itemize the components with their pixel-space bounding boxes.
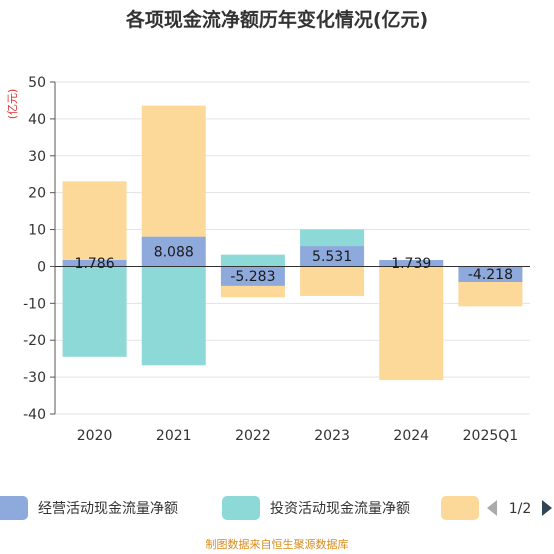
bars[interactable] [62, 105, 523, 381]
bar-series3-2022[interactable] [220, 285, 285, 298]
legend[interactable]: 经营活动现金流量净额 投资活动现金流量净额 1/2 [0, 496, 552, 520]
bar-series1-2024[interactable] [379, 260, 444, 267]
y-tick-label: -40 [23, 407, 46, 423]
bar-series1-2020[interactable] [62, 259, 127, 267]
y-tick-label: -10 [23, 296, 46, 312]
x-tick-label: 2025Q1 [463, 428, 519, 444]
data-label: -5.283 [230, 269, 275, 285]
x-tick-label: 2020 [77, 428, 113, 444]
y-tick-label: 20 [28, 186, 46, 202]
bar-series1-2025Q1[interactable] [458, 266, 523, 283]
bar-series2-2022[interactable] [220, 254, 285, 267]
y-axis-unit: (亿元) [6, 89, 19, 120]
y-tick-label: 40 [28, 112, 46, 128]
y-tick-label: 50 [28, 75, 46, 91]
legend-swatch[interactable] [0, 496, 28, 520]
bar-series2-2023[interactable] [300, 229, 365, 247]
data-label: 1.786 [75, 256, 115, 272]
axes [54, 82, 530, 414]
chart-title: 各项现金流净额历年变化情况(亿元) [125, 8, 428, 31]
bar-series1-2023[interactable] [300, 246, 365, 267]
bar-series2-2020[interactable] [62, 266, 127, 357]
y-tick-label: 0 [37, 259, 46, 275]
x-tick-label: 2021 [156, 428, 192, 444]
pager-next-icon[interactable] [542, 500, 552, 516]
bar-series3-2025Q1[interactable] [458, 282, 523, 307]
y-tick-label: -20 [23, 333, 46, 349]
x-tick-label: 2024 [393, 428, 429, 444]
data-label: -4.218 [468, 267, 513, 283]
y-tick-label: -30 [23, 370, 46, 386]
legend-page-indicator: 1/2 [509, 501, 532, 517]
bar-series3-2023[interactable] [300, 266, 365, 296]
pager-prev-icon[interactable] [487, 500, 497, 516]
bar-series3-2021[interactable] [141, 105, 206, 237]
legend-label: 投资活动现金流量净额 [270, 501, 410, 517]
bar-series1-2022[interactable] [220, 266, 285, 286]
legend-swatch[interactable] [441, 496, 479, 520]
bar-series3-2020[interactable] [62, 181, 127, 260]
y-ticks: 50 40 30 20 10 0 -10 -20 -30 -40 [23, 75, 55, 423]
data-label: 1.739 [391, 256, 431, 272]
data-label: 5.531 [312, 249, 352, 265]
bar-series3-2024[interactable] [379, 266, 444, 381]
legend-swatch[interactable] [222, 496, 260, 520]
bar-series2-2021[interactable] [141, 266, 206, 366]
source-note: 制图数据来自恒生聚源数据库 [206, 537, 349, 551]
x-ticks: 2020 2021 2022 2023 2024 2025Q1 [77, 428, 518, 444]
legend-label: 经营活动现金流量净额 [38, 501, 178, 517]
y-tick-label: 10 [28, 223, 46, 239]
x-tick-label: 2023 [314, 428, 350, 444]
x-tick-label: 2022 [235, 428, 271, 444]
y-tick-label: 30 [28, 149, 46, 165]
data-label: 8.088 [154, 245, 194, 261]
data-labels: 1.786 8.088 -5.283 5.531 1.739 -4.218 [75, 245, 513, 286]
bar-series1-2021[interactable] [141, 236, 206, 267]
